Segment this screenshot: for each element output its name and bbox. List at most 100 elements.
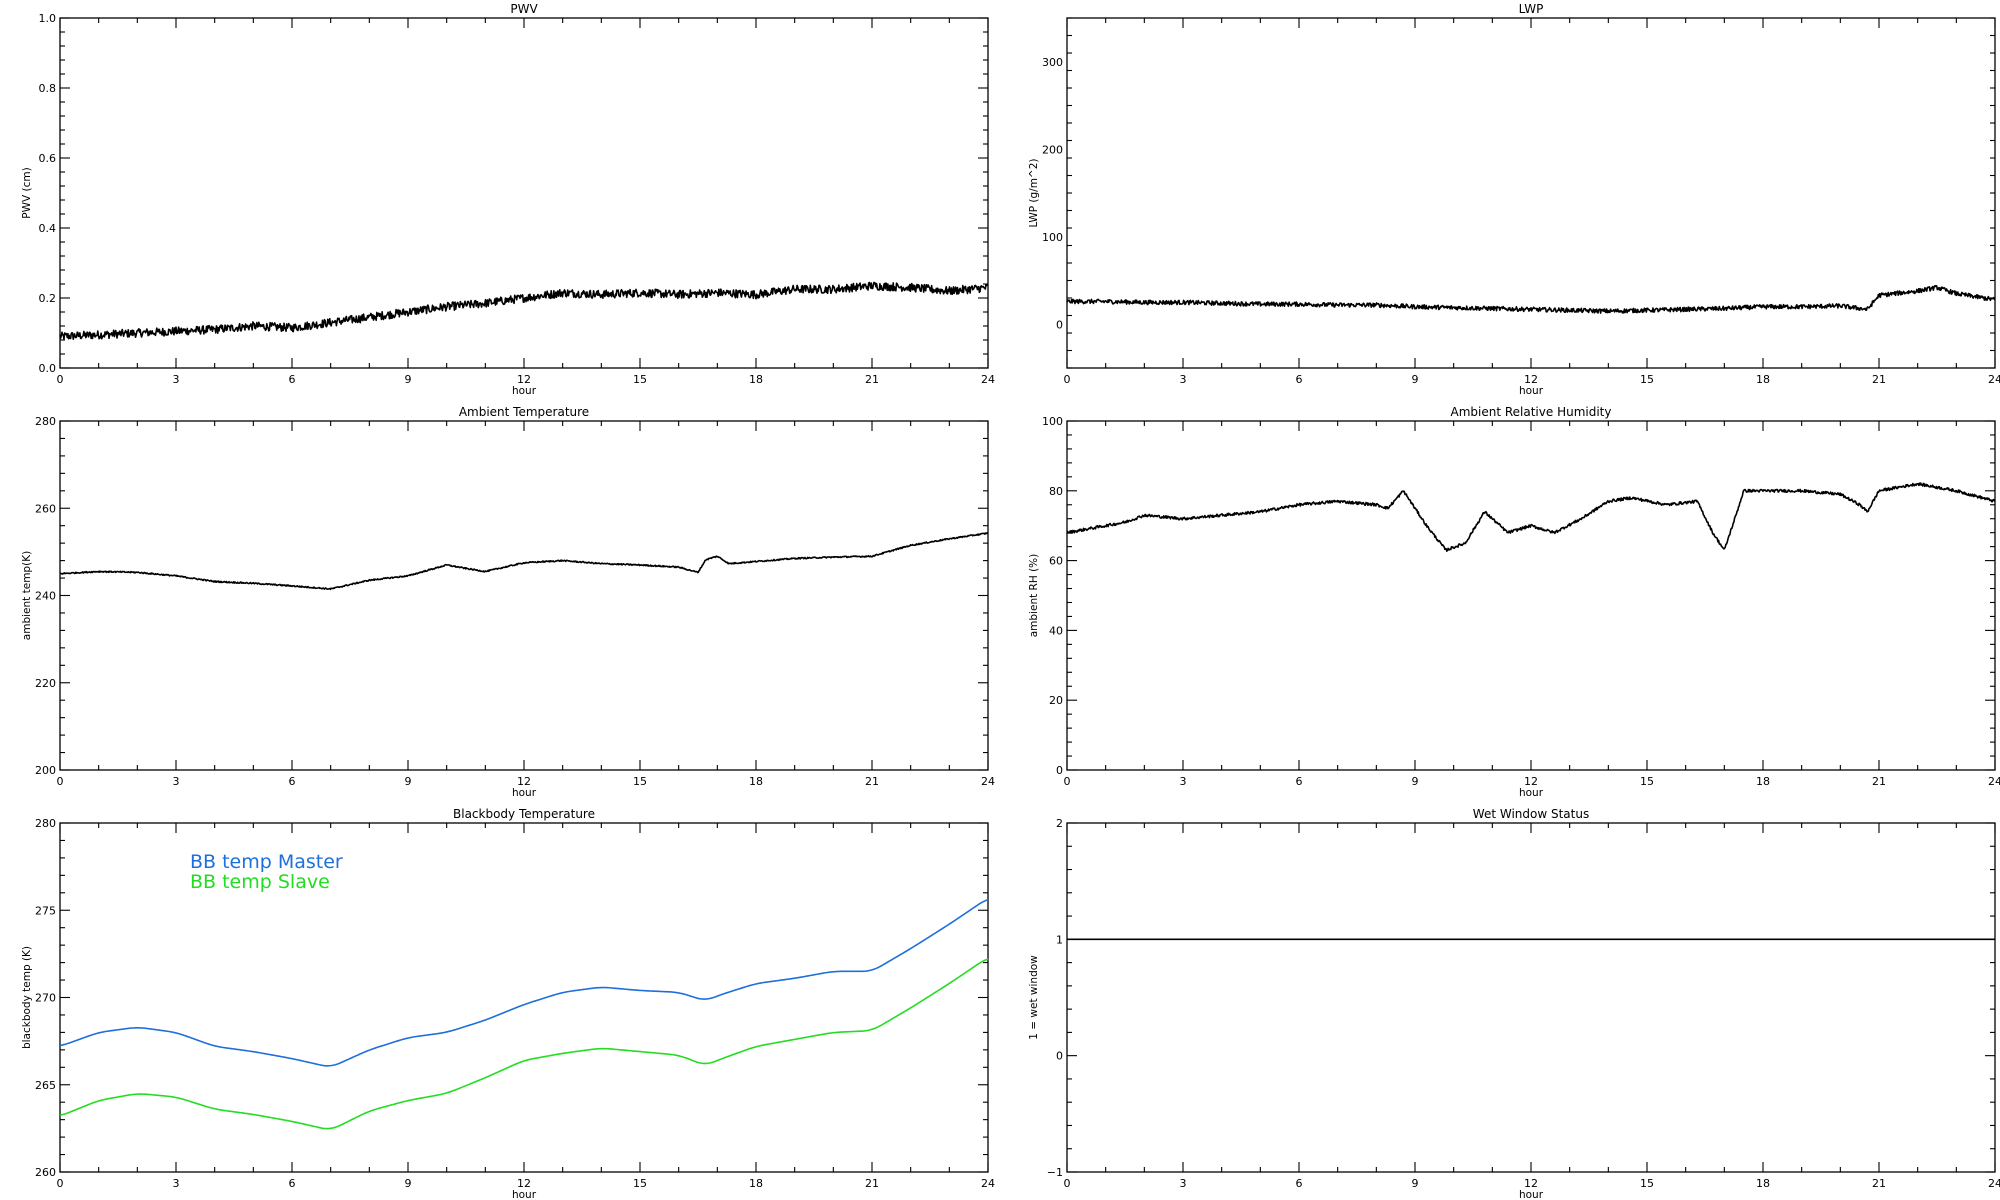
plot-frame xyxy=(59,17,989,369)
y-tick-label: 0.2 xyxy=(39,292,57,305)
y-axis-label: PWV (cm) xyxy=(21,167,33,218)
x-tick-label: 15 xyxy=(633,1177,647,1190)
y-tick-label: 0.0 xyxy=(39,362,57,375)
chart-title: Ambient Temperature xyxy=(459,405,589,419)
y-tick-label: 1.0 xyxy=(39,12,57,25)
plot-frame xyxy=(1066,17,1996,369)
y-tick-label: 0.8 xyxy=(39,82,57,95)
chart-title: Blackbody Temperature xyxy=(453,807,595,821)
series-line-bb-temp-slave xyxy=(59,958,989,1130)
y-tick-label: 80 xyxy=(1049,485,1063,498)
x-tick-label: 6 xyxy=(1296,1177,1303,1190)
x-tick-label: 6 xyxy=(1296,775,1303,788)
y-tick-label: 200 xyxy=(1042,143,1063,156)
series-line-lwp xyxy=(1066,284,1996,314)
x-tick-label: 15 xyxy=(633,775,647,788)
x-tick-label: 9 xyxy=(1412,1177,1419,1190)
x-tick-label: 21 xyxy=(865,775,879,788)
y-tick-label: 280 xyxy=(35,415,56,428)
y-tick-label: 100 xyxy=(1042,231,1063,244)
x-tick-label: 12 xyxy=(517,1177,531,1190)
y-tick-label: −1 xyxy=(1047,1166,1063,1179)
plot-frame xyxy=(1066,822,1996,1173)
y-tick-label: 260 xyxy=(35,1166,56,1179)
y-axis-label: LWP (g/m^2) xyxy=(1028,158,1040,227)
x-tick-label: 6 xyxy=(289,1177,296,1190)
x-tick-label: 21 xyxy=(1872,373,1886,386)
x-axis-label: hour xyxy=(1519,385,1544,397)
y-tick-label: 220 xyxy=(35,677,56,690)
x-axis-label: hour xyxy=(1519,1189,1544,1200)
x-tick-label: 3 xyxy=(1180,775,1187,788)
y-tick-label: 0 xyxy=(1056,318,1063,331)
x-tick-label: 24 xyxy=(981,1177,995,1190)
y-tick-label: 240 xyxy=(35,590,56,603)
x-tick-label: 12 xyxy=(1524,775,1538,788)
y-tick-label: 0 xyxy=(1056,764,1063,777)
y-tick-label: 280 xyxy=(35,817,56,830)
y-tick-label: 0 xyxy=(1056,1050,1063,1063)
series-line-ambient_temp xyxy=(59,532,989,591)
x-tick-label: 21 xyxy=(1872,1177,1886,1190)
x-tick-label: 24 xyxy=(981,775,995,788)
x-tick-label: 15 xyxy=(1640,1177,1654,1190)
plot-frame xyxy=(1066,420,1996,771)
x-tick-label: 9 xyxy=(1412,775,1419,788)
y-tick-label: 1 xyxy=(1056,933,1063,946)
x-tick-label: 9 xyxy=(405,373,412,386)
y-axis-label: ambient temp(K) xyxy=(21,551,33,640)
y-tick-label: 265 xyxy=(35,1079,56,1092)
x-tick-label: 0 xyxy=(57,775,64,788)
x-tick-label: 6 xyxy=(289,775,296,788)
x-axis-label: hour xyxy=(512,1189,537,1200)
chart-bb_temp: Blackbody Temperature 0 3 6 9 12 15 18 21 24 hour 2… xyxy=(21,807,995,1200)
x-tick-label: 18 xyxy=(1756,775,1770,788)
y-axis-label: ambient RH (%) xyxy=(1028,554,1040,638)
chart-title: PWV xyxy=(510,2,538,16)
x-tick-label: 24 xyxy=(981,373,995,386)
x-tick-label: 3 xyxy=(173,373,180,386)
x-tick-label: 21 xyxy=(865,1177,879,1190)
series-line-pwv xyxy=(59,281,989,340)
y-tick-label: 0.4 xyxy=(39,222,57,235)
chart-title: Ambient Relative Humidity xyxy=(1451,405,1612,419)
series-line-ambient_rh xyxy=(1066,482,1996,552)
y-tick-label: 40 xyxy=(1049,624,1063,637)
x-tick-label: 6 xyxy=(289,373,296,386)
chart-ambient_rh: Ambient Relative Humidity 0 3 6 9 12 15 18 21 24 h… xyxy=(1028,405,2000,799)
x-tick-label: 6 xyxy=(1296,373,1303,386)
chart-title: LWP xyxy=(1519,2,1544,16)
y-tick-label: 275 xyxy=(35,904,56,917)
x-tick-label: 21 xyxy=(865,373,879,386)
x-tick-label: 12 xyxy=(517,775,531,788)
y-tick-label: 200 xyxy=(35,764,56,777)
y-axis-label: blackbody temp (K) xyxy=(21,946,33,1049)
x-tick-label: 15 xyxy=(633,373,647,386)
x-tick-label: 12 xyxy=(517,373,531,386)
plot-frame xyxy=(59,420,989,771)
series-line-bb-temp-master xyxy=(59,898,989,1067)
legend-entry: BB temp Slave xyxy=(190,871,330,893)
y-tick-label: 20 xyxy=(1049,694,1063,707)
x-tick-label: 9 xyxy=(1412,373,1419,386)
x-tick-label: 18 xyxy=(1756,1177,1770,1190)
y-tick-label: 260 xyxy=(35,502,56,515)
x-tick-label: 9 xyxy=(405,1177,412,1190)
chart-ambient_temp: Ambient Temperature 0 3 6 9 12 15 18 21 24 hour 200… xyxy=(21,405,995,799)
x-tick-label: 15 xyxy=(1640,775,1654,788)
y-tick-label: 0.6 xyxy=(39,152,57,165)
x-tick-label: 15 xyxy=(1640,373,1654,386)
x-tick-label: 0 xyxy=(57,373,64,386)
y-tick-label: 2 xyxy=(1056,817,1063,830)
x-tick-label: 3 xyxy=(1180,373,1187,386)
x-axis-label: hour xyxy=(512,787,537,799)
x-tick-label: 18 xyxy=(1756,373,1770,386)
legend-entry: BB temp Master xyxy=(190,851,343,873)
y-tick-label: 300 xyxy=(1042,56,1063,69)
x-tick-label: 24 xyxy=(1988,1177,2000,1190)
chart-title: Wet Window Status xyxy=(1473,807,1589,821)
x-tick-label: 18 xyxy=(749,775,763,788)
x-tick-label: 9 xyxy=(405,775,412,788)
